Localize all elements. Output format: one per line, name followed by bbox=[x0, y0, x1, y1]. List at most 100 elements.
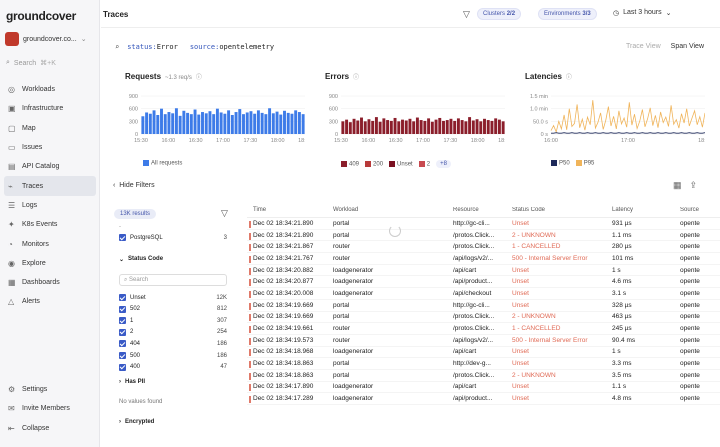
workspace-selector[interactable]: groundcover.co... ⌄ bbox=[5, 31, 93, 47]
has-pii-section[interactable]: › Has PII bbox=[119, 379, 146, 385]
table-row[interactable]: Dec 02 18:34:20.008 loadgenerator/api/che… bbox=[247, 288, 720, 300]
bar[interactable] bbox=[345, 119, 349, 134]
bar[interactable] bbox=[279, 114, 283, 134]
bar[interactable] bbox=[234, 112, 238, 134]
filter-search-input[interactable]: ⌕ Search bbox=[119, 274, 227, 286]
hide-filters-button[interactable]: ‹ Hide Filters bbox=[113, 182, 155, 189]
bar[interactable] bbox=[468, 117, 472, 134]
table-row[interactable]: Dec 02 18:34:19.573 router/api/logs/v2/..… bbox=[247, 335, 720, 347]
bar[interactable] bbox=[397, 121, 401, 134]
bar[interactable] bbox=[419, 120, 423, 134]
table-row[interactable]: Dec 02 18:34:18.968 loadgenerator/api/car… bbox=[247, 347, 720, 359]
bar[interactable] bbox=[156, 115, 160, 134]
checkbox[interactable] bbox=[119, 317, 126, 325]
filter-option[interactable]: Unset 12K bbox=[119, 292, 227, 303]
bar[interactable] bbox=[253, 113, 257, 134]
bar[interactable] bbox=[215, 108, 219, 134]
environments-pill[interactable]: Environments 3/3 bbox=[538, 8, 597, 20]
bar[interactable] bbox=[371, 120, 375, 134]
bar[interactable] bbox=[264, 114, 268, 134]
column-header[interactable]: Source bbox=[680, 207, 700, 213]
bar[interactable] bbox=[408, 118, 412, 134]
bar[interactable] bbox=[193, 109, 197, 134]
bar[interactable] bbox=[460, 120, 464, 134]
bar[interactable] bbox=[152, 110, 156, 134]
bar[interactable] bbox=[464, 121, 468, 134]
bar[interactable] bbox=[382, 118, 386, 134]
column-header[interactable]: Workload bbox=[333, 207, 359, 213]
checkbox[interactable] bbox=[119, 305, 126, 313]
filter-option[interactable]: 500 186 bbox=[119, 350, 227, 361]
column-header[interactable]: Time bbox=[253, 207, 267, 213]
time-range-selector[interactable]: ◷ Last 3 hours ⌄ bbox=[613, 9, 672, 17]
bar[interactable] bbox=[230, 115, 234, 134]
bar[interactable] bbox=[490, 120, 494, 134]
export-icon[interactable]: ⇪ bbox=[689, 180, 698, 190]
bar[interactable] bbox=[260, 112, 264, 134]
table-row[interactable]: Dec 02 18:34:21.890 portal http://gc-cli..… bbox=[247, 218, 720, 230]
table-row[interactable]: Dec 02 18:34:18.863 portal http://dev-g...… bbox=[247, 358, 720, 370]
columns-icon[interactable]: ▦ bbox=[673, 180, 682, 190]
sidebar-item-dashboards[interactable]: ▦ Dashboards bbox=[0, 273, 100, 292]
sidebar-item-k8s-events[interactable]: ✦ K8s Events bbox=[0, 215, 100, 234]
bar[interactable] bbox=[427, 118, 431, 134]
column-header[interactable]: Resource bbox=[453, 207, 479, 213]
bar[interactable] bbox=[475, 119, 479, 134]
bar[interactable] bbox=[249, 111, 253, 134]
bar[interactable] bbox=[386, 120, 390, 134]
bar[interactable] bbox=[348, 122, 352, 134]
bar[interactable] bbox=[174, 108, 178, 134]
bar[interactable] bbox=[430, 121, 434, 134]
bar[interactable] bbox=[227, 110, 231, 134]
sidebar-item-map[interactable]: ▢ Map bbox=[0, 119, 100, 138]
bar[interactable] bbox=[223, 113, 227, 134]
bar[interactable] bbox=[178, 115, 182, 134]
checkbox[interactable] bbox=[119, 363, 126, 371]
checkbox[interactable] bbox=[119, 340, 126, 348]
bar[interactable] bbox=[423, 120, 427, 134]
bar[interactable] bbox=[434, 119, 438, 134]
clusters-pill[interactable]: Clusters 2/2 bbox=[477, 8, 522, 20]
bar[interactable] bbox=[204, 113, 208, 134]
bar[interactable] bbox=[297, 112, 301, 134]
bar[interactable] bbox=[393, 117, 397, 134]
query-input[interactable]: ⌕ status: Error source: opentelemetry bbox=[115, 43, 275, 51]
bar[interactable] bbox=[445, 120, 449, 134]
bar[interactable] bbox=[389, 120, 393, 134]
sidebar-item-invite-members[interactable]: ✉ Invite Members bbox=[0, 399, 100, 418]
bar[interactable] bbox=[294, 110, 298, 134]
checkbox[interactable] bbox=[119, 328, 126, 336]
bar[interactable] bbox=[449, 118, 453, 134]
bar[interactable] bbox=[275, 111, 279, 134]
filter-icon[interactable]: ▽ bbox=[463, 9, 470, 19]
span-view-button[interactable]: Span View bbox=[670, 43, 704, 50]
bar[interactable] bbox=[471, 120, 475, 134]
filter-option[interactable]: 1 307 bbox=[119, 315, 227, 326]
table-row[interactable]: Dec 02 18:34:20.882 loadgenerator/api/car… bbox=[247, 265, 720, 277]
bar[interactable] bbox=[483, 118, 486, 134]
bar[interactable] bbox=[360, 117, 363, 134]
bar[interactable] bbox=[352, 118, 356, 134]
legend-more[interactable]: +8 bbox=[436, 160, 451, 168]
table-row[interactable]: Dec 02 18:34:20.877 loadgenerator/api/pro… bbox=[247, 276, 720, 289]
bar[interactable] bbox=[242, 114, 245, 134]
bar[interactable] bbox=[301, 114, 305, 134]
bar[interactable] bbox=[501, 121, 505, 134]
bar[interactable] bbox=[341, 121, 345, 134]
encrypted-section[interactable]: › Encrypted bbox=[119, 419, 155, 425]
sidebar-item-infrastructure[interactable]: ▣ Infrastructure bbox=[0, 99, 100, 118]
bar[interactable] bbox=[271, 113, 275, 134]
bar[interactable] bbox=[182, 110, 186, 134]
bar[interactable] bbox=[186, 112, 190, 134]
filter-option[interactable]: 404 186 bbox=[119, 338, 227, 349]
bar[interactable] bbox=[415, 117, 419, 134]
trace-view-button[interactable]: Trace View bbox=[626, 43, 661, 50]
column-header[interactable]: Status Code bbox=[512, 207, 546, 213]
bar[interactable] bbox=[197, 114, 201, 134]
bar[interactable] bbox=[160, 108, 163, 134]
bar[interactable] bbox=[374, 117, 378, 134]
bar[interactable] bbox=[404, 120, 408, 134]
sidebar-item-settings[interactable]: ⚙ Settings bbox=[0, 380, 100, 399]
sidebar-item-explore[interactable]: ◉ Explore bbox=[0, 254, 100, 273]
table-row[interactable]: Dec 02 18:34:21.767 router/api/logs/v2/..… bbox=[247, 253, 720, 265]
